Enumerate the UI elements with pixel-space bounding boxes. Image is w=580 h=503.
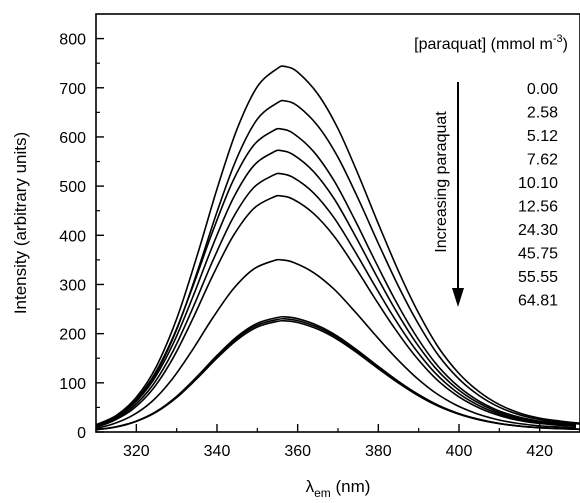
legend-title-superscript: -3 — [553, 33, 563, 45]
legend-concentration: 5.12 — [527, 128, 558, 145]
spectrum-line — [95, 194, 577, 429]
y-axis-label: Intensity (arbitrary units) — [11, 132, 30, 314]
legend-concentration: 2.58 — [527, 105, 558, 122]
y-tick-label: 0 — [77, 425, 86, 442]
spectrum-line — [95, 172, 577, 428]
x-tick-label: 340 — [204, 443, 231, 460]
x-tick-label: 400 — [446, 443, 473, 460]
x-tick-label: 420 — [526, 443, 553, 460]
legend-concentration: 24.30 — [518, 222, 558, 239]
y-tick-label: 100 — [59, 376, 86, 393]
spectrum-line — [95, 315, 580, 431]
legend-title: [paraquat] (mmol m-3) — [414, 33, 568, 53]
spectrum-line — [95, 149, 577, 428]
legend-concentration: 10.10 — [518, 175, 558, 192]
spectrum-line — [95, 319, 580, 431]
x-axis-label: λem (nm) — [306, 477, 371, 500]
spectrum-line — [95, 65, 580, 426]
legend-concentration: 45.75 — [518, 246, 558, 263]
legend-concentration: 0.00 — [527, 81, 558, 98]
legend-title-close: ) — [563, 36, 568, 53]
x-tick-label: 320 — [123, 443, 150, 460]
y-tick-label: 800 — [59, 32, 86, 49]
spectrum-line — [95, 258, 577, 430]
legend-concentration: 55.55 — [518, 269, 558, 286]
increasing-arrow-label: Increasing paraquat — [433, 111, 450, 253]
y-tick-label: 300 — [59, 277, 86, 294]
spectra-series — [95, 65, 580, 431]
y-tick-label: 400 — [59, 228, 86, 245]
x-tick-label: 380 — [365, 443, 392, 460]
y-tick-label: 200 — [59, 327, 86, 344]
legend-concentration: 7.62 — [527, 152, 558, 169]
legend-title-main: [paraquat] (mmol m — [414, 36, 553, 53]
y-tick-label: 700 — [59, 81, 86, 98]
spectrum-line — [95, 99, 580, 427]
legend-concentration: 12.56 — [518, 199, 558, 216]
x-axis-label-unit: (nm) — [331, 477, 371, 496]
legend-concentration: 64.81 — [518, 293, 558, 310]
increasing-arrow-head — [452, 288, 464, 307]
legend-entries: 0.00 2.58 5.12 7.62 10.10 12.56 24.30 45.75 55.5… — [518, 81, 558, 310]
y-tick-label: 500 — [59, 179, 86, 196]
axis-ticks: 0 100 200 300 400 500 600 700 800 320 340 360 380 400… — [59, 32, 580, 460]
spectrum-line — [95, 127, 577, 427]
x-axis-label-symbol: λ — [306, 477, 315, 496]
x-tick-label: 360 — [284, 443, 311, 460]
x-axis-label-subscript: em — [314, 486, 331, 500]
y-tick-label: 600 — [59, 130, 86, 147]
